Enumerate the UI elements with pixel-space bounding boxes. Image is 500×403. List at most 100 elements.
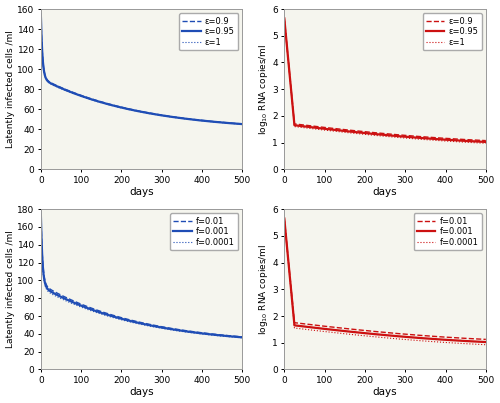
f=0.0001 bbox=[358, 333, 364, 338]
ε=0.9 bbox=[358, 129, 364, 134]
ε=0.95 bbox=[38, 12, 44, 17]
ε=0.9 bbox=[316, 125, 322, 129]
f=0.001 bbox=[61, 296, 67, 301]
f=0.001 bbox=[236, 334, 242, 339]
ε=0.95 bbox=[368, 131, 374, 136]
ε=0.9 bbox=[483, 138, 489, 143]
ε=0.95 bbox=[479, 139, 485, 144]
ε=1 bbox=[124, 107, 130, 112]
f=0.001 bbox=[38, 211, 44, 216]
ε=1 bbox=[457, 139, 463, 144]
f=0.0001 bbox=[73, 303, 79, 307]
ε=1 bbox=[236, 122, 242, 127]
ε=0.95 bbox=[240, 122, 246, 127]
ε=0.95 bbox=[115, 104, 121, 109]
f=0.01 bbox=[457, 336, 463, 341]
Y-axis label: Latently infected cells /ml: Latently infected cells /ml bbox=[6, 30, 15, 148]
ε=0.95 bbox=[214, 120, 220, 125]
Line: ε=1: ε=1 bbox=[41, 16, 242, 124]
f=0.0001 bbox=[483, 342, 489, 347]
ε=1 bbox=[214, 120, 220, 125]
ε=1 bbox=[38, 13, 44, 18]
Y-axis label: Latently infected cells /ml: Latently infected cells /ml bbox=[6, 231, 15, 348]
ε=0.9 bbox=[457, 137, 463, 142]
Line: ε=1: ε=1 bbox=[284, 19, 486, 143]
f=0.001 bbox=[73, 301, 79, 306]
f=0.01 bbox=[483, 337, 489, 342]
f=0.001 bbox=[124, 318, 130, 322]
ε=1 bbox=[479, 141, 485, 145]
f=0.0001 bbox=[479, 342, 485, 347]
Line: ε=0.95: ε=0.95 bbox=[284, 19, 486, 142]
f=0.001 bbox=[358, 330, 364, 335]
f=0.0001 bbox=[240, 335, 246, 340]
Line: f=0.01: f=0.01 bbox=[41, 209, 242, 337]
ε=0.9 bbox=[61, 86, 67, 91]
ε=0.9 bbox=[479, 138, 485, 143]
ε=0.9 bbox=[214, 119, 220, 124]
f=0.01 bbox=[214, 332, 220, 337]
X-axis label: days: days bbox=[130, 387, 154, 397]
f=0.01 bbox=[61, 294, 67, 299]
f=0.001 bbox=[214, 332, 220, 337]
ε=1 bbox=[368, 133, 374, 137]
f=0.0001 bbox=[214, 333, 220, 338]
f=0.01 bbox=[368, 328, 374, 333]
Y-axis label: log$_{10}$ RNA copies/ml: log$_{10}$ RNA copies/ml bbox=[256, 243, 270, 335]
f=0.01 bbox=[316, 323, 322, 328]
f=0.001 bbox=[483, 340, 489, 345]
ε=1 bbox=[483, 141, 489, 146]
f=0.0001 bbox=[61, 297, 67, 302]
ε=0.9 bbox=[115, 104, 121, 109]
ε=0.95 bbox=[236, 121, 242, 126]
ε=0.95 bbox=[457, 138, 463, 143]
X-axis label: days: days bbox=[130, 187, 154, 197]
ε=0.9 bbox=[304, 123, 310, 128]
Y-axis label: log$_{10}$ RNA copies/ml: log$_{10}$ RNA copies/ml bbox=[256, 44, 270, 135]
ε=0.9 bbox=[368, 130, 374, 135]
f=0.01 bbox=[236, 334, 242, 339]
f=0.01 bbox=[479, 337, 485, 342]
ε=1 bbox=[73, 92, 79, 97]
f=0.001 bbox=[115, 316, 121, 320]
ε=1 bbox=[304, 126, 310, 131]
ε=0.95 bbox=[483, 139, 489, 144]
f=0.001 bbox=[368, 331, 374, 336]
f=0.01 bbox=[240, 334, 246, 339]
f=0.01 bbox=[115, 314, 121, 319]
X-axis label: days: days bbox=[373, 387, 398, 397]
ε=0.95 bbox=[304, 125, 310, 129]
ε=0.9 bbox=[240, 122, 246, 127]
ε=0.9 bbox=[282, 16, 288, 21]
Line: f=0.001: f=0.001 bbox=[41, 214, 242, 337]
ε=0.9 bbox=[236, 121, 242, 126]
f=0.001 bbox=[240, 335, 246, 340]
ε=0.95 bbox=[124, 106, 130, 111]
ε=0.95 bbox=[282, 16, 288, 21]
f=0.001 bbox=[457, 338, 463, 343]
ε=0.95 bbox=[61, 87, 67, 92]
f=0.0001 bbox=[236, 335, 242, 340]
f=0.01 bbox=[358, 328, 364, 332]
Legend: f=0.01, f=0.001, f=0.0001: f=0.01, f=0.001, f=0.0001 bbox=[170, 213, 238, 250]
f=0.001 bbox=[316, 326, 322, 331]
ε=0.95 bbox=[316, 126, 322, 131]
Line: f=0.0001: f=0.0001 bbox=[284, 218, 486, 345]
Legend: f=0.01, f=0.001, f=0.0001: f=0.01, f=0.001, f=0.0001 bbox=[414, 213, 482, 250]
f=0.001 bbox=[282, 216, 288, 221]
X-axis label: days: days bbox=[373, 187, 398, 197]
Line: f=0.0001: f=0.0001 bbox=[41, 218, 242, 338]
f=0.01 bbox=[38, 207, 44, 212]
f=0.01 bbox=[304, 322, 310, 327]
ε=0.9 bbox=[124, 106, 130, 111]
f=0.01 bbox=[73, 299, 79, 304]
f=0.01 bbox=[282, 216, 288, 221]
f=0.001 bbox=[479, 339, 485, 344]
Line: ε=0.95: ε=0.95 bbox=[41, 14, 242, 124]
ε=0.9 bbox=[38, 10, 44, 15]
Line: ε=0.9: ε=0.9 bbox=[41, 12, 242, 124]
f=0.01 bbox=[124, 317, 130, 322]
f=0.0001 bbox=[316, 328, 322, 333]
f=0.0001 bbox=[457, 341, 463, 346]
Legend: ε=0.9, ε=0.95, ε=1: ε=0.9, ε=0.95, ε=1 bbox=[179, 13, 238, 50]
